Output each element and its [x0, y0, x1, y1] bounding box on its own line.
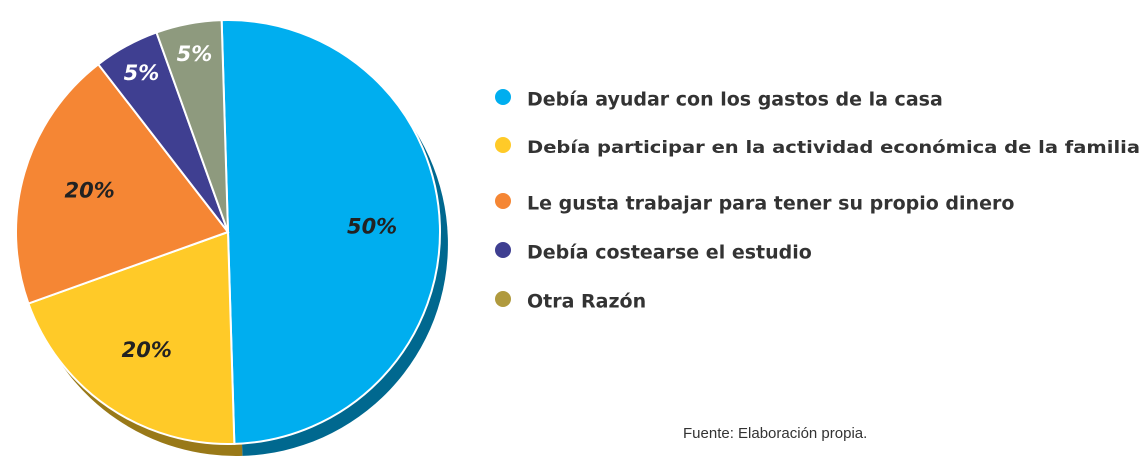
slice: [155, 19, 229, 233]
legend-label: Debía participar en la actividad económi…: [527, 138, 1140, 158]
legend-label: Le gusta trabajar para tener su propio d…: [527, 193, 1014, 215]
slice: [220, 19, 441, 445]
data-label: 20%: [64, 179, 114, 203]
legend-label: Debía ayudar con los gastos de la casa: [527, 89, 943, 111]
legend-label: Debía costearse el estudio: [527, 242, 812, 264]
legend-marker: [495, 193, 511, 209]
source-note: Fuente: Elaboración propia.: [683, 425, 867, 442]
data-label: 20%: [122, 338, 172, 362]
legend-marker: [495, 137, 511, 153]
slice: [27, 230, 236, 445]
data-label: 5%: [177, 42, 213, 66]
slice: [15, 62, 230, 305]
legend-marker: [495, 242, 511, 258]
legend-marker: [495, 89, 511, 105]
data-label: 50%: [347, 215, 397, 239]
legend-label: Otra Razón: [527, 291, 646, 313]
legend-marker: [495, 291, 511, 307]
data-label: 5%: [124, 61, 160, 85]
